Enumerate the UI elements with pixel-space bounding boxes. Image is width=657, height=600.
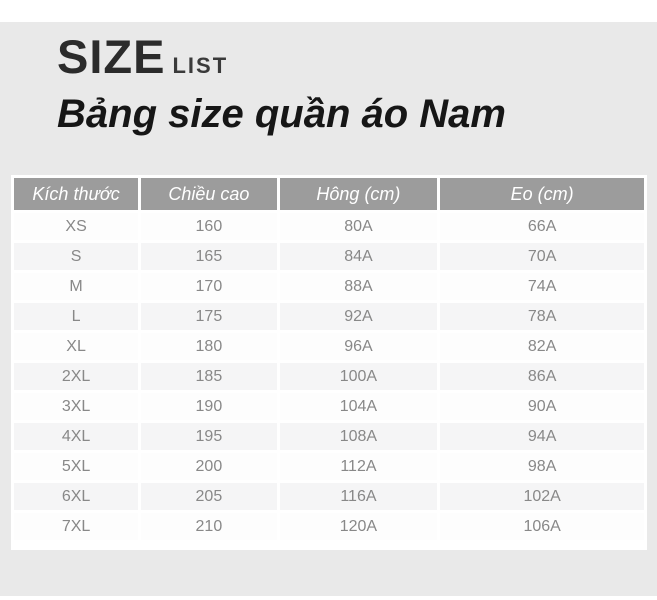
title-block: SIZE LIST Bảng size quần áo Nam (57, 33, 506, 137)
table-cell: 5XL (14, 453, 139, 480)
table-row: 5XL 200 112A 98A (14, 453, 644, 480)
table-cell: 104A (279, 393, 438, 420)
table-row: 3XL 190 104A 90A (14, 393, 644, 420)
table-cell: 170 (141, 273, 277, 300)
table-cell: 92A (279, 303, 438, 330)
table-row: 2XL 185 100A 86A (14, 363, 644, 390)
table-row: L 175 92A 78A (14, 303, 644, 330)
table-cell: 100A (279, 363, 438, 390)
table-cell: 88A (279, 273, 438, 300)
table-row: M 170 88A 74A (14, 273, 644, 300)
table-cell: 116A (279, 483, 438, 510)
table-cell: 106A (440, 513, 644, 540)
size-table-header: Kích thước Chiều cao Hông (cm) Eo (cm) (14, 178, 644, 210)
table-cell: 102A (440, 483, 644, 510)
table-cell: 82A (440, 333, 644, 360)
table-cell: 98A (440, 453, 644, 480)
page-title: Bảng size quần áo Nam (57, 92, 506, 136)
table-cell: XS (14, 213, 139, 240)
table-cell: 200 (141, 453, 277, 480)
table-row: 6XL 205 116A 102A (14, 483, 644, 510)
table-cell: 74A (440, 273, 644, 300)
column-header-hip: Hông (cm) (279, 178, 438, 210)
table-cell: 175 (141, 303, 277, 330)
column-header-waist: Eo (cm) (440, 178, 644, 210)
table-row: 7XL 210 120A 106A (14, 513, 644, 540)
table-cell: 4XL (14, 423, 139, 450)
table-cell: 90A (440, 393, 644, 420)
table-cell: 165 (141, 243, 277, 270)
table-row: 4XL 195 108A 94A (14, 423, 644, 450)
table-cell: M (14, 273, 139, 300)
table-cell: 3XL (14, 393, 139, 420)
table-row: XL 180 96A 82A (14, 333, 644, 360)
table-cell: 2XL (14, 363, 139, 390)
column-header-height: Chiều cao (141, 178, 277, 210)
table-row: XS 160 80A 66A (14, 213, 644, 240)
size-list-title: SIZE LIST (57, 33, 506, 80)
size-table: Kích thước Chiều cao Hông (cm) Eo (cm) X… (11, 175, 647, 543)
table-cell: 84A (279, 243, 438, 270)
title-list-word: LIST (172, 53, 229, 78)
table-cell: S (14, 243, 139, 270)
title-size-word: SIZE (57, 30, 166, 83)
table-cell: XL (14, 333, 139, 360)
table-cell: 185 (141, 363, 277, 390)
column-header-size: Kích thước (14, 178, 139, 210)
table-cell: 210 (141, 513, 277, 540)
table-cell: 112A (279, 453, 438, 480)
table-cell: 180 (141, 333, 277, 360)
table-cell: 190 (141, 393, 277, 420)
size-table-body: XS 160 80A 66A S 165 84A 70A M 170 88A 74A L 175 92A 78… (14, 213, 644, 540)
table-cell: 120A (279, 513, 438, 540)
table-cell: 86A (440, 363, 644, 390)
table-cell: 7XL (14, 513, 139, 540)
table-cell: 80A (279, 213, 438, 240)
table-cell: 66A (440, 213, 644, 240)
table-cell: 205 (141, 483, 277, 510)
table-cell: 70A (440, 243, 644, 270)
table-cell: 160 (141, 213, 277, 240)
table-cell: L (14, 303, 139, 330)
table-cell: 96A (279, 333, 438, 360)
header-row: Kích thước Chiều cao Hông (cm) Eo (cm) (14, 178, 644, 210)
table-row: S 165 84A 70A (14, 243, 644, 270)
table-cell: 195 (141, 423, 277, 450)
table-cell: 6XL (14, 483, 139, 510)
table-cell: 108A (279, 423, 438, 450)
table-cell: 78A (440, 303, 644, 330)
table-cell: 94A (440, 423, 644, 450)
size-table-container: Kích thước Chiều cao Hông (cm) Eo (cm) X… (11, 175, 647, 550)
